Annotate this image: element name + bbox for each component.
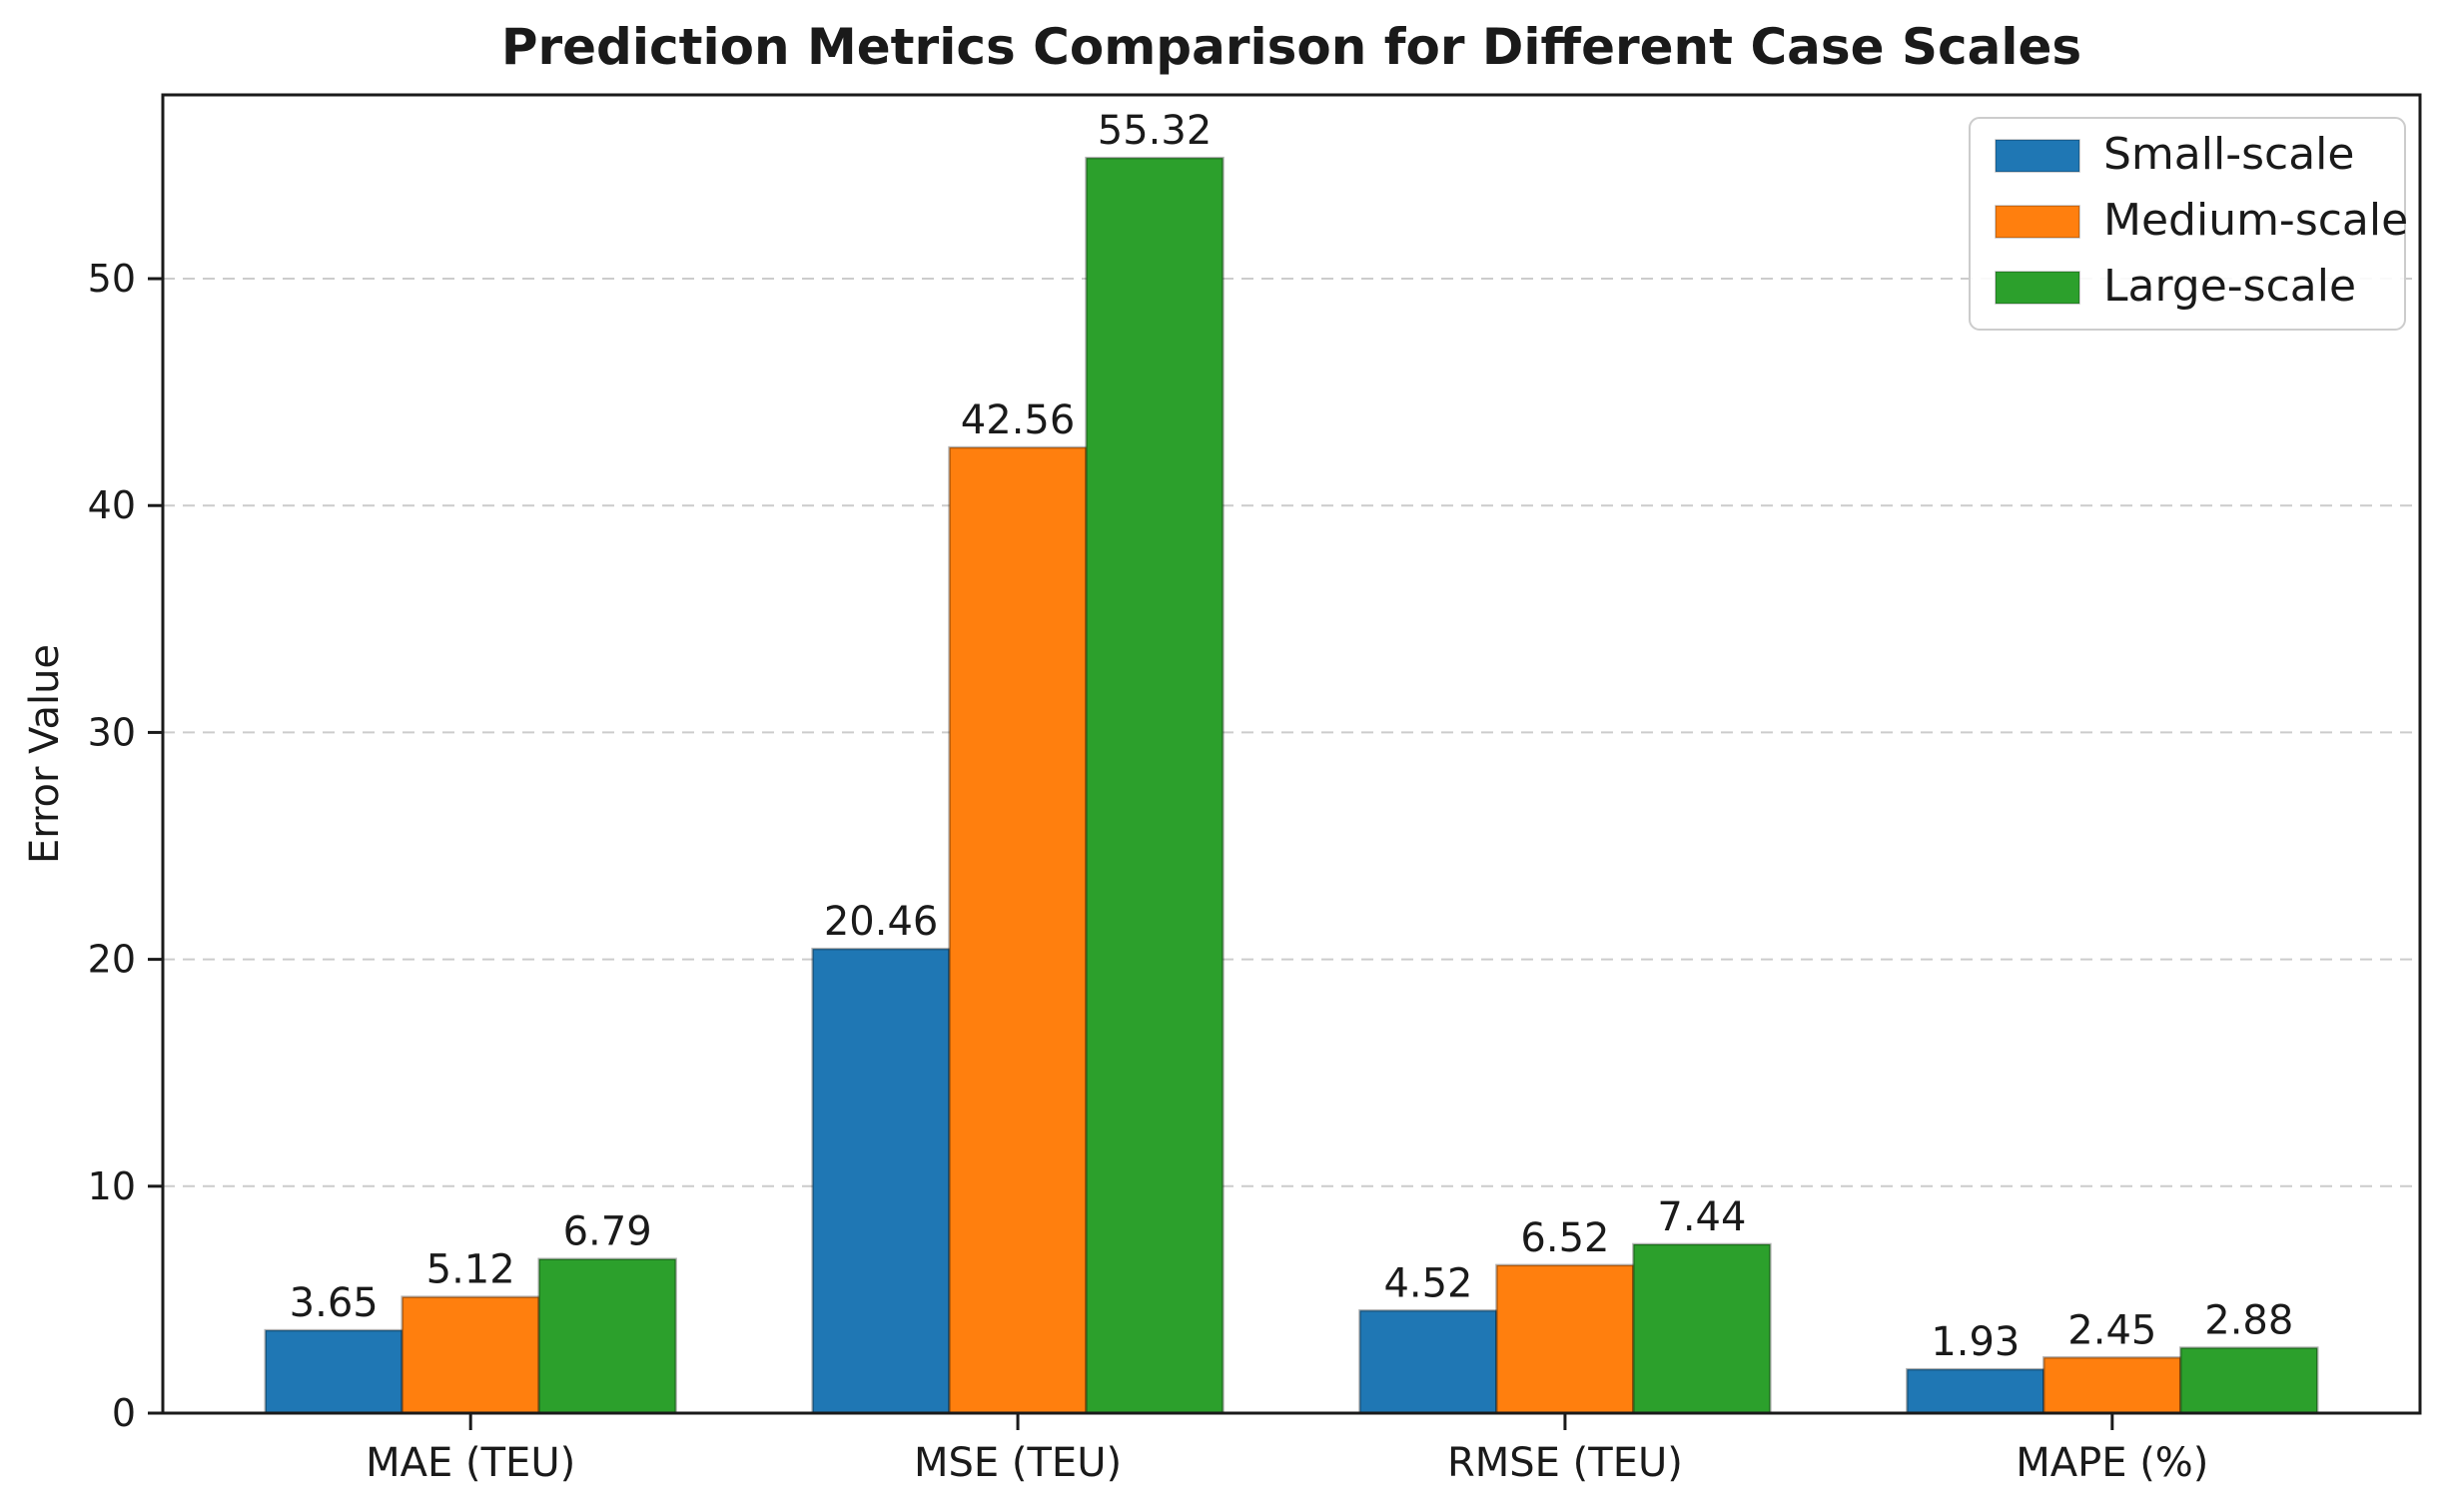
value-label-medium-scale-mape: 2.45	[2067, 1307, 2156, 1353]
value-label-medium-scale-rmse-teu: 6.52	[1520, 1215, 1609, 1261]
ytick-label-20: 20	[88, 938, 136, 982]
legend: Small-scale Medium-scale Large-scale	[1969, 117, 2408, 331]
bar-large-scale-mape	[2179, 1346, 2319, 1415]
xtick-label-rmse-teu: RMSE (TEU)	[1447, 1440, 1683, 1486]
y-axis-label: Error Value	[22, 644, 68, 864]
xtick-label-mse-teu: MSE (TEU)	[914, 1440, 1122, 1486]
bar-small-scale-rmse-teu	[1358, 1309, 1498, 1415]
bar-medium-scale-rmse-teu	[1495, 1263, 1635, 1415]
bar-medium-scale-mape	[2042, 1356, 2182, 1415]
value-label-large-scale-mse-teu: 55.32	[1098, 108, 1213, 154]
value-label-small-scale-rmse-teu: 4.52	[1383, 1260, 1472, 1306]
legend-label-medium-scale: Medium-scale	[2103, 195, 2408, 246]
ytick-label-50: 50	[88, 257, 136, 301]
ytick-label-40: 40	[88, 483, 136, 527]
ytick-label-0: 0	[112, 1391, 136, 1435]
value-label-small-scale-mae-teu: 3.65	[290, 1280, 379, 1326]
legend-label-small-scale: Small-scale	[2103, 129, 2354, 180]
value-label-medium-scale-mse-teu: 42.56	[961, 397, 1076, 443]
legend-swatch-small-scale	[1995, 139, 2080, 173]
legend-label-large-scale: Large-scale	[2103, 261, 2356, 312]
axes-frame	[161, 93, 2422, 1415]
value-label-large-scale-rmse-teu: 7.44	[1657, 1194, 1746, 1240]
xtick-label-mape: MAPE (%)	[2016, 1440, 2208, 1486]
value-label-large-scale-mae-teu: 6.79	[563, 1209, 652, 1255]
value-label-medium-scale-mae-teu: 5.12	[426, 1247, 515, 1293]
bar-large-scale-mse-teu	[1085, 156, 1224, 1415]
value-label-small-scale-mse-teu: 20.46	[824, 899, 939, 945]
xtick-label-mae-teu: MAE (TEU)	[366, 1440, 575, 1486]
bar-small-scale-mae-teu	[264, 1328, 404, 1415]
value-label-small-scale-mape: 1.93	[1931, 1319, 2020, 1365]
legend-swatch-medium-scale	[1995, 205, 2080, 239]
ytick-label-10: 10	[88, 1164, 136, 1208]
bar-large-scale-rmse-teu	[1632, 1242, 1772, 1415]
bar-medium-scale-mae-teu	[401, 1295, 540, 1415]
ytick-label-30: 30	[88, 710, 136, 754]
bar-medium-scale-mse-teu	[948, 445, 1088, 1415]
chart-title: Prediction Metrics Comparison for Differ…	[501, 18, 2081, 76]
bar-small-scale-mse-teu	[811, 947, 951, 1415]
bar-large-scale-mae-teu	[537, 1257, 677, 1415]
bar-small-scale-mape	[1906, 1367, 2045, 1415]
value-label-large-scale-mape: 2.88	[2204, 1298, 2293, 1344]
legend-swatch-large-scale	[1995, 271, 2080, 305]
